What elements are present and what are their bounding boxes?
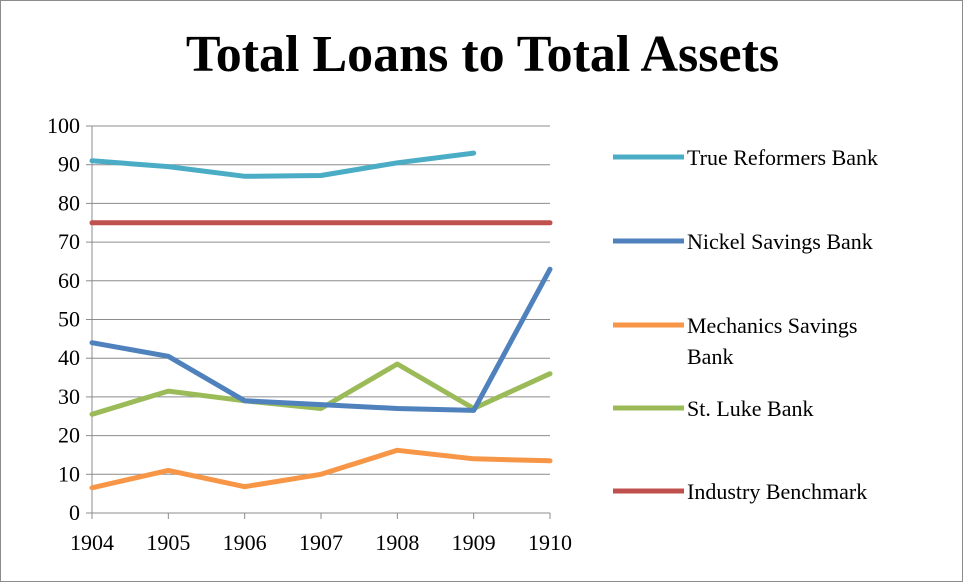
x-tick-label: 1908: [375, 530, 419, 555]
y-tick-label: 70: [58, 229, 80, 254]
legend-label-true-reformers-bank: True Reformers Bank: [687, 145, 878, 170]
x-tick-label: 1907: [299, 530, 343, 555]
series-lines: [89, 150, 553, 491]
series-line-mechanics-savings-bank: [89, 447, 553, 491]
x-tick-label: 1906: [223, 530, 267, 555]
y-tick-label: 90: [58, 152, 80, 177]
legend-label-industry-benchmark: Industry Benchmark: [687, 479, 867, 504]
legend-label-st-luke-bank: St. Luke Bank: [687, 396, 814, 421]
y-tick-label: 20: [58, 423, 80, 448]
y-tick-label: 30: [58, 384, 80, 409]
legend-label-mechanics-savings-bank: Mechanics Savings Bank: [687, 313, 857, 369]
x-tick-label: 1904: [70, 530, 114, 555]
legend-label-nickel-savings-bank: Nickel Savings Bank: [687, 229, 873, 254]
chart-title: Total Loans to Total Assets: [185, 26, 780, 83]
y-tick-label: 40: [58, 345, 80, 370]
series-line-true-reformers-bank: [89, 150, 477, 179]
y-tick-label: 60: [58, 268, 80, 293]
x-tick-label: 1905: [146, 530, 190, 555]
x-tick-label: 1910: [528, 530, 572, 555]
y-tick-label: 80: [58, 190, 80, 215]
y-tick-label: 100: [47, 113, 80, 138]
series-line-nickel-savings-bank: [89, 266, 553, 413]
y-tick-label: 0: [69, 500, 80, 525]
x-tick-label: 1909: [452, 530, 496, 555]
y-tick-label: 50: [58, 307, 80, 332]
axes: 0 10 20 30 40 50 60 70 80 90 100 1904 1905 1906 1907 19…: [47, 113, 572, 555]
legend: True Reformers Bank Nickel Savings Bank Me…: [613, 145, 878, 504]
y-tick-label: 10: [58, 461, 80, 486]
gridlines: [92, 125, 550, 475]
